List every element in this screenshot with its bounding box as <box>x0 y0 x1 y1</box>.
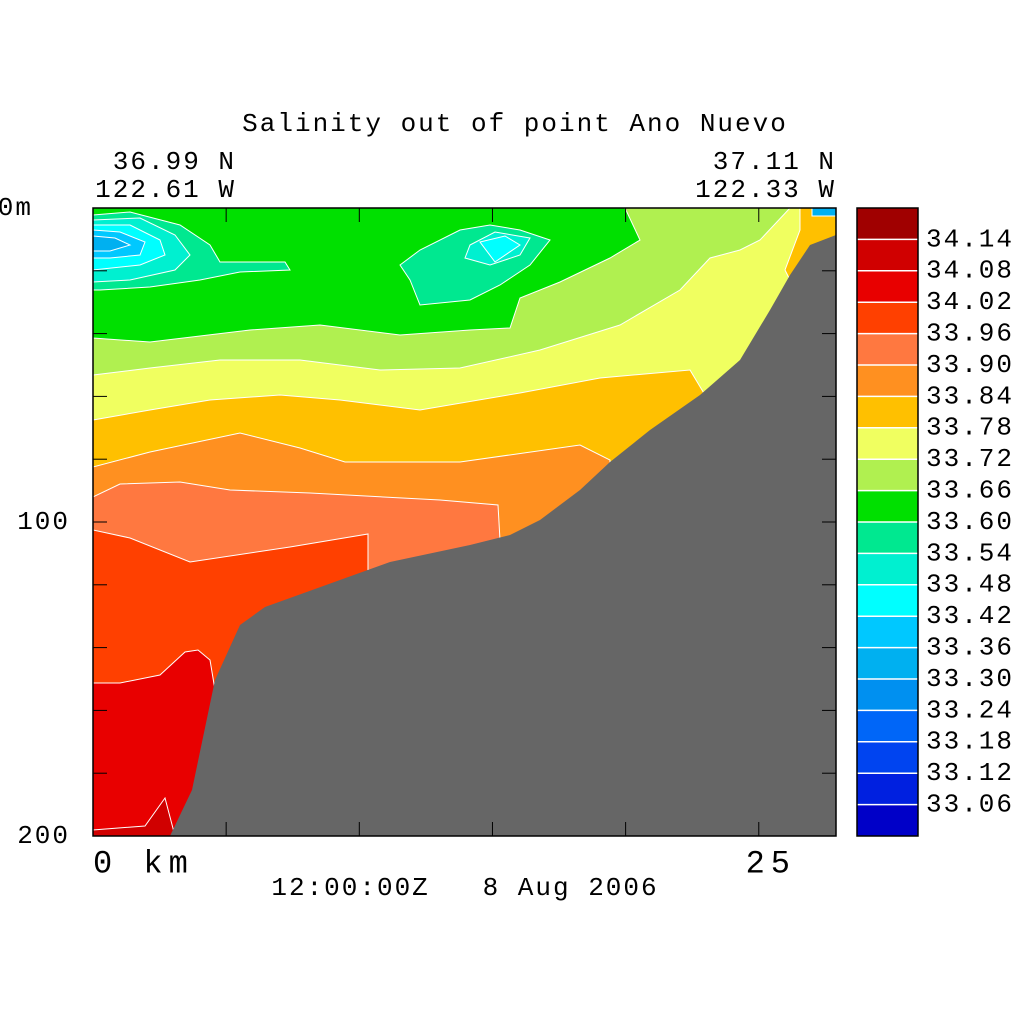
colorbar-label: 33.48 <box>926 570 1014 600</box>
colorbar-swatch <box>857 270 918 303</box>
x-tick-label: 0 km <box>93 845 194 882</box>
colorbar-label: 33.54 <box>926 538 1014 568</box>
colorbar-swatch <box>857 490 918 522</box>
colorbar-label: 33.72 <box>926 444 1014 474</box>
colorbar-label: 33.78 <box>926 413 1014 443</box>
colorbar-swatch <box>857 427 918 460</box>
colorbar-swatch <box>857 804 918 836</box>
colorbar-swatch <box>857 584 918 617</box>
chart-title: Salinity out of point Ano Nuevo <box>242 109 788 139</box>
colorbar-swatch <box>857 679 918 711</box>
colorbar-frame <box>856 207 919 837</box>
colorbar-label: 33.96 <box>926 318 1014 348</box>
colorbar-label: 33.36 <box>926 632 1014 662</box>
y-tick-label: 200 <box>17 821 70 851</box>
colorbar-swatch <box>857 396 918 428</box>
colorbar-swatch <box>857 365 918 397</box>
colorbar-label: 33.18 <box>926 727 1014 757</box>
colorbar-swatch <box>857 553 918 585</box>
x-tick-label: 25 <box>746 845 796 882</box>
colorbar-label: 33.84 <box>926 381 1014 411</box>
colorbar-swatch <box>857 710 918 742</box>
colorbar-swatch <box>857 522 918 554</box>
colorbar-label: 34.02 <box>926 287 1014 317</box>
y-tick-label: 0m <box>0 193 33 223</box>
colorbar-swatch <box>857 239 918 271</box>
colorbar-label: 33.90 <box>926 350 1014 380</box>
colorbar-swatch <box>857 647 918 679</box>
land-mask <box>170 235 836 836</box>
corner-label: 122.33 W <box>695 175 836 205</box>
time-label: 12:00:00Z 8 Aug 2006 <box>271 873 658 903</box>
corner-label: 122.61 W <box>95 175 236 205</box>
colorbar-swatch <box>857 459 918 491</box>
colorbar-swatch <box>857 773 918 805</box>
corner-label: 37.11 N <box>713 147 836 177</box>
contour-band <box>479 235 521 263</box>
y-tick-label: 100 <box>17 507 70 537</box>
colorbar-label: 33.42 <box>926 601 1014 631</box>
colorbar-label: 33.24 <box>926 695 1014 725</box>
colorbar-swatch <box>857 208 918 240</box>
colorbar-label: 33.06 <box>926 789 1014 819</box>
contour-band <box>811 207 837 217</box>
colorbar-label: 34.08 <box>926 256 1014 286</box>
colorbar-label: 34.14 <box>926 224 1014 254</box>
colorbar-label: 33.66 <box>926 475 1014 505</box>
corner-label: 36.99 N <box>113 147 236 177</box>
colorbar-swatch <box>857 302 918 334</box>
colorbar-label: 33.12 <box>926 758 1014 788</box>
colorbar-label: 33.30 <box>926 664 1014 694</box>
colorbar-swatch <box>857 333 918 365</box>
colorbar-label: 33.60 <box>926 507 1014 537</box>
colorbar-swatch <box>857 741 918 774</box>
colorbar-swatch <box>857 616 918 648</box>
